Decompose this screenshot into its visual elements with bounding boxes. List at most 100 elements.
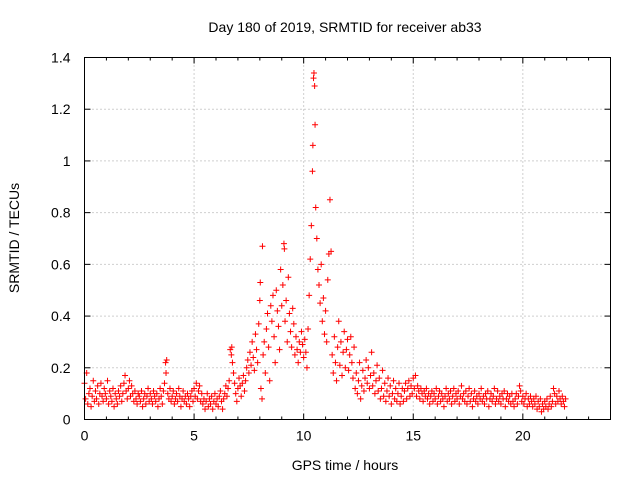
data-point: [150, 388, 157, 395]
data-point: [254, 359, 261, 366]
data-point: [302, 349, 309, 356]
data-point: [265, 344, 272, 351]
data-point: [122, 372, 129, 379]
data-point: [250, 354, 257, 361]
data-point: [135, 390, 142, 397]
data-point: [183, 400, 190, 407]
data-point: [311, 82, 318, 89]
data-point: [139, 403, 146, 410]
data-point: [547, 393, 554, 400]
data-point: [536, 403, 543, 410]
data-point: [320, 294, 327, 301]
x-tick-label: 15: [405, 428, 421, 444]
data-point: [401, 388, 408, 395]
data-point: [497, 400, 504, 407]
data-point: [357, 395, 364, 402]
data-point: [349, 375, 356, 382]
data-point: [465, 393, 472, 400]
data-point: [370, 369, 377, 376]
data-point: [105, 400, 112, 407]
data-point: [94, 382, 101, 389]
data-point: [283, 297, 290, 304]
data-point: [124, 395, 131, 402]
data-point: [84, 400, 91, 407]
data-point: [434, 400, 441, 407]
data-point: [308, 222, 315, 229]
data-point: [162, 359, 169, 366]
data-point: [257, 385, 264, 392]
data-point: [319, 318, 326, 325]
data-point: [550, 385, 557, 392]
data-point: [501, 388, 508, 395]
data-point: [381, 380, 388, 387]
data-point: [159, 400, 166, 407]
data-point: [517, 388, 524, 395]
data-point: [276, 346, 283, 353]
data-point: [166, 385, 173, 392]
data-point: [369, 382, 376, 389]
data-point: [466, 385, 473, 392]
data-point: [296, 338, 303, 345]
data-point: [329, 351, 336, 358]
data-point: [240, 372, 247, 379]
data-point: [389, 390, 396, 397]
data-point: [145, 385, 152, 392]
data-point: [463, 400, 470, 407]
data-point: [294, 346, 301, 353]
data-point: [263, 326, 270, 332]
data-point: [301, 336, 308, 343]
data-point: [396, 380, 403, 387]
data-point: [545, 406, 552, 413]
data-point: [424, 395, 431, 402]
data-point: [408, 382, 415, 389]
data-point: [298, 328, 305, 335]
data-point: [490, 393, 497, 400]
data-point: [168, 398, 175, 405]
data-point: [103, 395, 110, 402]
y-tick-label: 1: [63, 153, 71, 169]
data-point: [290, 320, 297, 327]
data-point: [527, 393, 534, 400]
data-point: [405, 377, 412, 384]
data-point: [116, 393, 123, 400]
data-point: [438, 390, 445, 397]
data-point: [174, 398, 181, 405]
data-point: [305, 326, 312, 332]
data-point: [306, 292, 313, 299]
data-point: [416, 395, 423, 402]
data-point: [555, 388, 562, 395]
axis-ticks: 0 5 10 15 20 0 0.2 0.4 0.6 0.8 1 1.2 1.4: [51, 50, 611, 444]
data-point: [300, 354, 307, 361]
data-point: [177, 403, 184, 410]
data-point: [170, 388, 177, 395]
data-point: [356, 359, 363, 366]
data-point: [104, 377, 111, 384]
data-point: [297, 349, 304, 356]
data-point: [175, 385, 182, 392]
data-point: [95, 400, 102, 407]
data-point: [435, 393, 442, 400]
data-point: [161, 380, 168, 387]
data-point: [286, 310, 293, 317]
data-point: [376, 375, 383, 382]
data-point: [310, 75, 317, 82]
data-point: [257, 279, 264, 286]
data-point: [106, 388, 113, 395]
plot-frame: [84, 57, 611, 420]
data-point: [195, 388, 202, 395]
data-point: [173, 390, 180, 397]
data-point: [163, 369, 170, 376]
data-point: [309, 168, 316, 175]
data-point: [229, 359, 236, 366]
data-point: [126, 377, 133, 384]
data-point: [211, 390, 218, 397]
data-point: [273, 287, 280, 294]
data-point: [233, 398, 240, 405]
data-point: [537, 395, 544, 402]
data-point: [259, 243, 266, 250]
data-point: [112, 390, 119, 397]
data-point: [330, 369, 337, 376]
y-tick-label: 1.2: [51, 101, 71, 117]
data-point: [143, 393, 150, 400]
data-point: [232, 390, 239, 397]
